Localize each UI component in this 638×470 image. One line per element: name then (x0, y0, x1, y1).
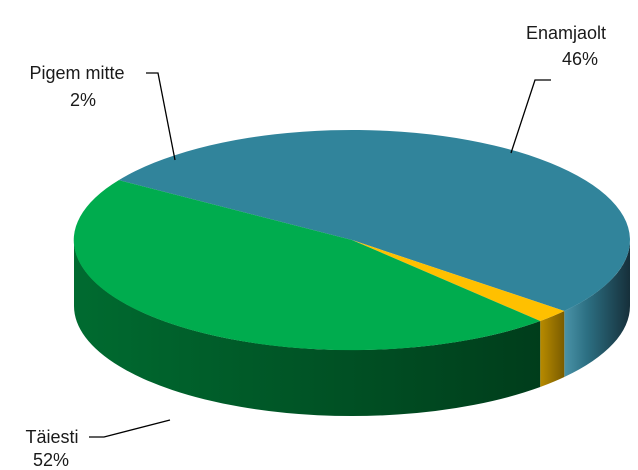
leader-line-taiesti (89, 419, 171, 438)
slice-enamjaolt (73, 180, 541, 351)
pie-tops (73, 129, 630, 351)
slice-side-pigem-mitte (540, 311, 565, 387)
pie-sides (73, 240, 630, 417)
slice-side-enamjaolt (73, 240, 541, 417)
slice-label-taiesti: Täiesti (25, 427, 78, 447)
slice-side-taiesti (564, 240, 630, 377)
leader-line-pigem-mitte (146, 72, 176, 161)
slice-pigem-mitte (352, 240, 565, 321)
slice-value-taiesti: 52% (33, 450, 69, 470)
slice-label-pigem-mitte: Pigem mitte (29, 63, 124, 83)
leader-line-enamjaolt (510, 79, 551, 154)
slice-value-pigem-mitte: 2% (70, 90, 96, 110)
slice-label-enamjaolt: Enamjaolt (526, 23, 606, 43)
slice-value-enamjaolt: 46% (562, 49, 598, 69)
slice-taiesti (118, 129, 630, 311)
data-labels: Enamjaolt 46% Pigem mitte 2% Täiesti 52% (25, 23, 606, 470)
